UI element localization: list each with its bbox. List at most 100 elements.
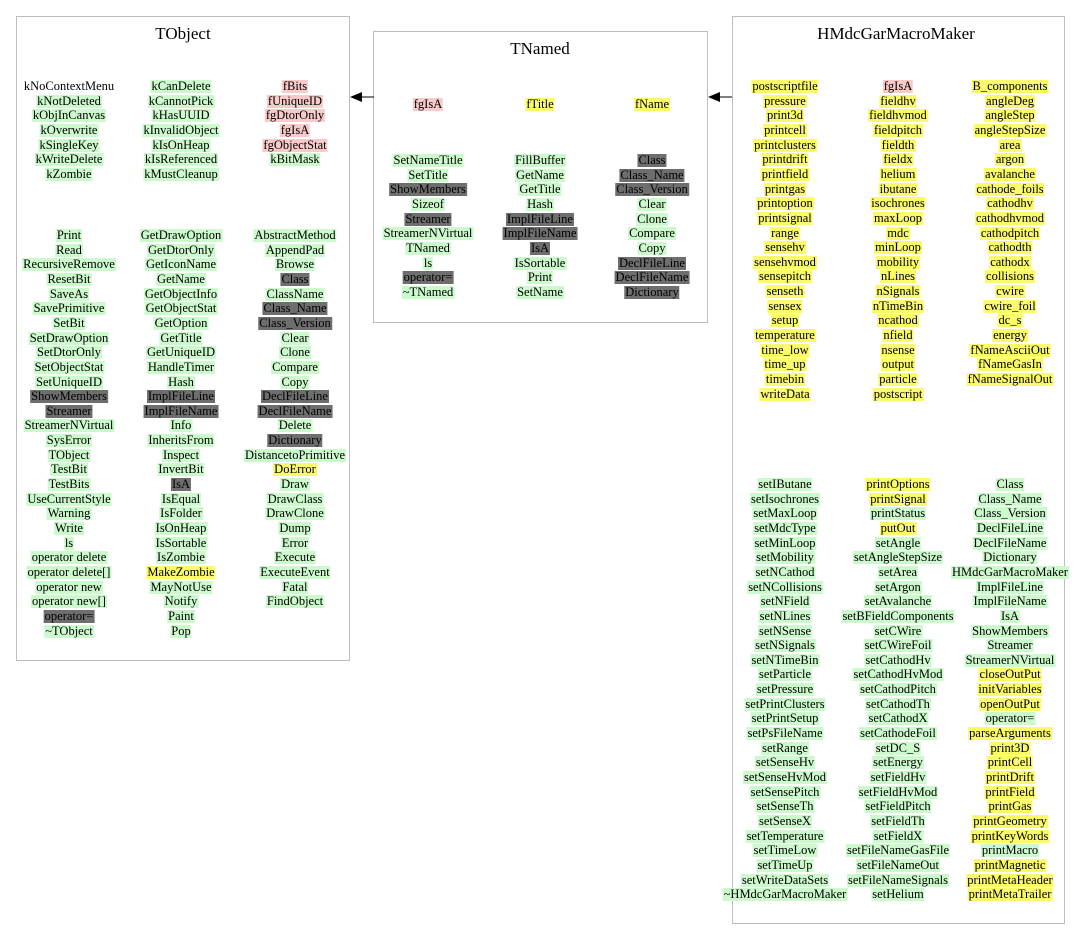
hmdc-method-item: setCWire	[873, 623, 923, 638]
hmdc-member-item: angleStep	[984, 108, 1036, 123]
hmdc-method-item: setSenseTh	[755, 799, 815, 814]
tobject-member-item: kOverwrite	[39, 122, 99, 137]
hmdc-member-item: output	[881, 357, 915, 372]
hmdc-member-item: angleDeg	[985, 93, 1035, 108]
tobject-method-item: operator new[]	[31, 594, 107, 609]
hmdc-method-item: printKeyWords	[970, 828, 1050, 843]
hmdc-method-item: setMdcType	[753, 520, 817, 535]
tobject-method-item: Clear	[280, 330, 310, 345]
tobject-method-item: IsZombie	[156, 550, 206, 565]
tobject-method-item: IsSortable	[154, 535, 208, 550]
hmdc-method-item: setFieldPitch	[864, 799, 932, 814]
hmdc-member-item: ibutane	[878, 181, 918, 196]
hmdc-method-item: setCathodeFoil	[859, 726, 937, 741]
hmdc-member-item: cathodhv	[986, 196, 1034, 211]
tobject-method-item: MayNotUse	[149, 579, 213, 594]
tobject-method-item: ShowMembers	[30, 389, 108, 404]
inheritance-arrowhead-tnamed	[708, 92, 720, 102]
tobject-method-item: operator delete[]	[26, 564, 112, 579]
hmdc-method-item: setAngleStepSize	[852, 550, 944, 565]
inheritance-arrowhead-tobject	[350, 92, 362, 102]
hmdc-member-item: argon	[994, 152, 1026, 167]
hmdc-method-item: setAngle	[874, 535, 922, 550]
hmdc-method-item: setPrintClusters	[744, 696, 826, 711]
tnamed-method-item: Copy	[637, 240, 667, 255]
hmdc-member-item: printcell	[763, 122, 807, 137]
tobject-method-item: SetObjectStat	[33, 359, 105, 374]
hmdc-method-item: Class	[995, 477, 1025, 491]
tobject-method-item: GetOption	[153, 315, 209, 330]
hmdc-member-item: angleStepSize	[973, 122, 1047, 137]
hmdc-method-item: printMetaHeader	[966, 872, 1054, 887]
hmdc-method-item: IsA	[999, 608, 1021, 623]
tobject-method-item: GetObjectStat	[144, 301, 218, 316]
hmdc-method-item: setSenseHvMod	[743, 770, 827, 784]
hmdc-member-item: mobility	[875, 254, 921, 269]
tobject-member-item: kNotDeleted	[36, 93, 102, 108]
tobject-member-item: fgDtorOnly	[264, 108, 326, 123]
tobject-method-item: ls	[63, 535, 75, 550]
hmdc-member-item: helium	[879, 166, 917, 181]
tobject-method-item: UseCurrentStyle	[26, 491, 112, 506]
tobject-method-item: ResetBit	[46, 271, 92, 286]
tobject-method-item: AbstractMethod	[253, 228, 337, 242]
tobject-method-item: operator=	[43, 608, 95, 623]
hmdc-member-item: particle	[878, 372, 918, 386]
tobject-member-item: kWriteDelete	[34, 152, 104, 167]
hmdc-member-item: avalanche	[984, 166, 1036, 181]
tnamed-method-item: IsSortable	[513, 255, 567, 270]
tnamed-method-item: SetNameTitle	[392, 153, 464, 167]
hmdc-member-item: nLines	[879, 269, 917, 284]
tobject-member-item: kNoContextMenu	[23, 79, 115, 93]
tobject-method-item: IsEqual	[160, 491, 202, 506]
hmdc-member-item: maxLoop	[873, 210, 923, 225]
hmdc-method-item: printStatus	[869, 506, 927, 521]
hmdc-member-item: minLoop	[874, 240, 922, 255]
hmdc-method-item: printGas	[987, 799, 1033, 814]
tobject-method-item: DeclFileName	[257, 403, 333, 418]
hmdc-member-item: pressure	[763, 93, 807, 108]
hmdc-method-item: setNLines	[758, 608, 812, 623]
tobject-method-item: Class	[280, 271, 310, 286]
tobject-method-item: SetBit	[52, 315, 86, 330]
hmdc-member-item: printoption	[756, 196, 814, 211]
tnamed-method-item: ImplFileLine	[506, 211, 574, 226]
hmdc-method-item: printCell	[986, 755, 1034, 770]
hmdc-member-item: postscriptfile	[751, 79, 819, 93]
hmdc-member-item: printdrift	[761, 152, 809, 167]
hmdc-method-item: setBFieldComponents	[841, 608, 955, 623]
hmdc-method-item: ImplFileName	[972, 594, 1048, 609]
hmdc-method-item: parseArguments	[968, 726, 1052, 741]
hmdc-member-item: dc_s	[997, 313, 1023, 328]
hmdc-method-item: closeOutPut	[978, 667, 1042, 682]
hmdc-method-item: setArgon	[874, 579, 922, 594]
tobject-method-item: SetUniqueID	[35, 374, 103, 389]
tnamed-method-item: ImplFileName	[502, 226, 578, 241]
hmdc-member-item: printfield	[760, 166, 810, 181]
hmdc-method-item: setFieldHvMod	[857, 784, 939, 799]
hmdc-method-item: setParticle	[757, 667, 813, 682]
tobject-method-item: Dump	[278, 521, 312, 535]
hmdc-member-item: collisions	[985, 269, 1035, 284]
hmdc-method-item: setHelium	[871, 887, 925, 902]
tobject-method-item: IsFolder	[159, 506, 203, 521]
tobject-method-item: InvertBit	[157, 462, 205, 477]
hmdc-method-item: setPsFileName	[746, 726, 824, 741]
tobject-member-item: fBits	[281, 79, 309, 93]
hmdc-method-item: setSenseX	[757, 813, 813, 828]
hmdc-method-item: printMetaTrailer	[967, 887, 1053, 902]
hmdc-method-item: setMinLoop	[753, 535, 817, 550]
hmdc-member-item: area	[998, 137, 1022, 152]
tobject-method-item: RecursiveRemove	[22, 257, 116, 272]
hmdc-member-item: cwire	[995, 284, 1025, 299]
tobject-method-item: Browse	[274, 257, 316, 272]
tnamed-method-item: Class_Name	[619, 167, 685, 182]
hmdc-method-item: setNCathod	[754, 564, 816, 579]
tobject-method-item: IsA	[170, 477, 192, 492]
tobject-method-item: TObject	[47, 447, 91, 462]
hmdc-method-item: setMobility	[755, 550, 815, 565]
tobject-method-item: TestBit	[50, 462, 88, 477]
hmdc-method-item: setRange	[761, 740, 809, 755]
tobject-member-item: kCanDelete	[150, 79, 212, 93]
tobject-member-item: kInvalidObject	[142, 122, 220, 137]
